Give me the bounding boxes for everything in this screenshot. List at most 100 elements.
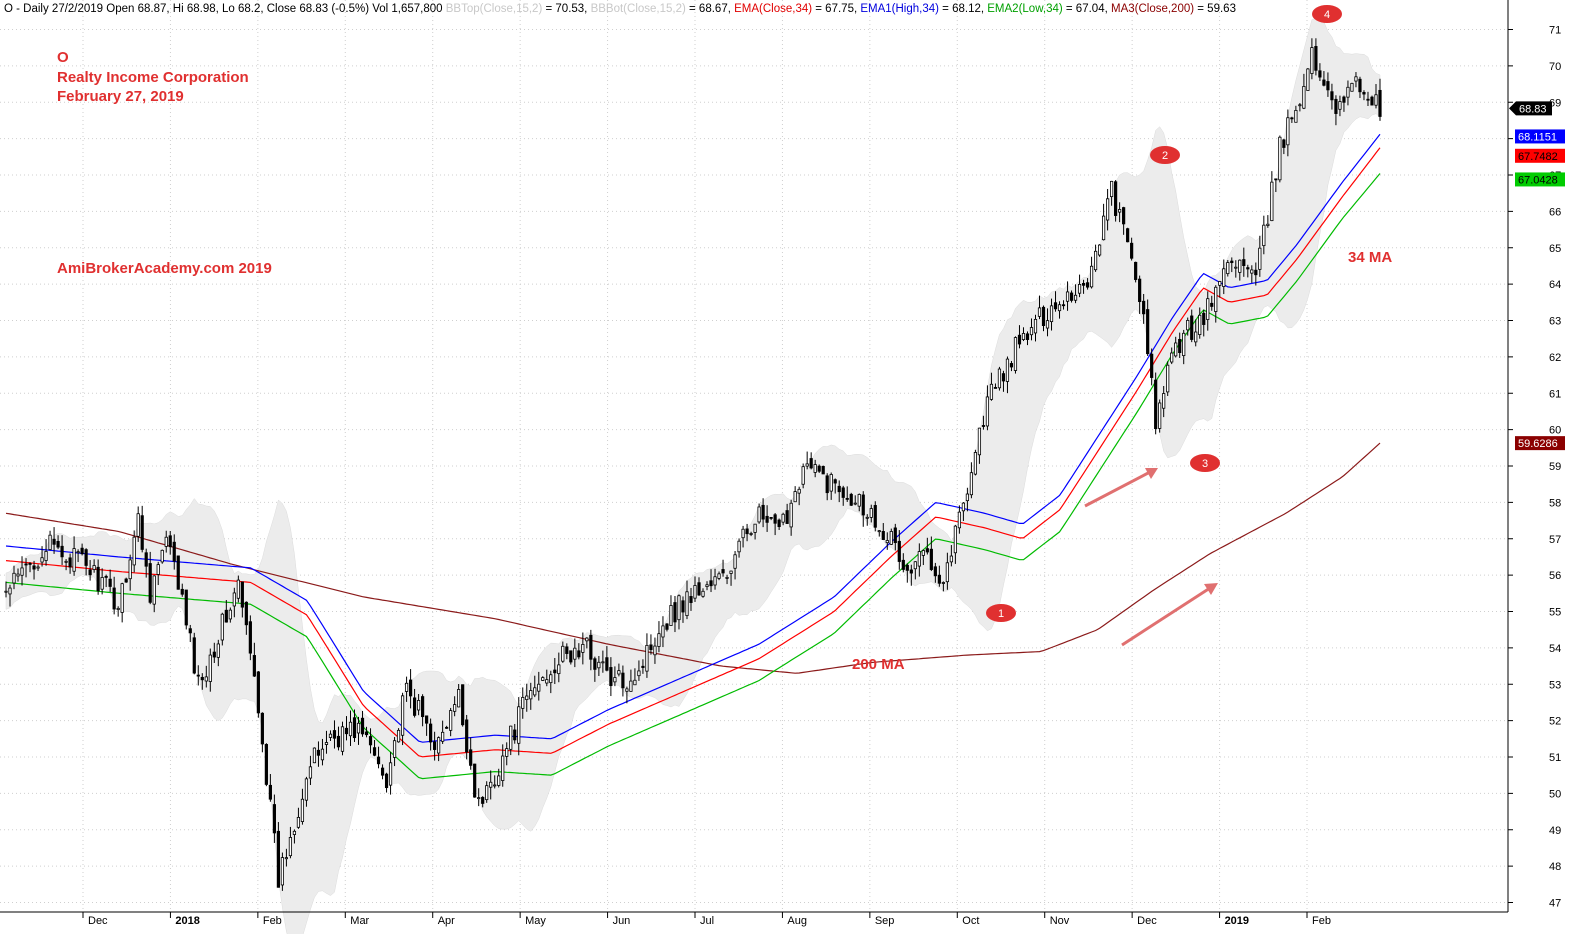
candle-body xyxy=(637,670,641,677)
candle-body xyxy=(809,458,813,469)
candle-body xyxy=(805,463,809,467)
candle-body xyxy=(388,762,393,786)
candle-body xyxy=(284,857,289,860)
candle-body xyxy=(1298,104,1302,107)
candle-body xyxy=(260,712,264,745)
candle-body xyxy=(429,723,433,743)
candle-body xyxy=(1013,337,1018,371)
candle-body xyxy=(661,625,665,638)
candle-body xyxy=(1158,402,1162,429)
candle-body xyxy=(953,525,957,554)
candle-body xyxy=(885,540,889,544)
x-tick-label: Jul xyxy=(700,915,714,927)
candle-body xyxy=(773,514,777,524)
candle-body xyxy=(276,830,280,888)
candle-body xyxy=(1318,70,1322,78)
candle-body xyxy=(897,540,901,562)
candle-body xyxy=(905,564,909,571)
y-tick-label: 52 xyxy=(1549,716,1561,728)
last-value-label: 59.6286 xyxy=(1515,436,1565,451)
candle-body xyxy=(1254,269,1258,276)
company-name: Realty Income Corporation xyxy=(57,69,249,86)
candle-body xyxy=(88,569,92,576)
candle-body xyxy=(1302,86,1306,109)
candle-body xyxy=(585,637,589,642)
candle-body xyxy=(24,563,28,566)
candle-body xyxy=(745,528,749,535)
candle-body xyxy=(368,736,373,746)
candle-body xyxy=(677,595,681,621)
candle-body xyxy=(244,601,248,626)
candle-body xyxy=(1110,180,1114,198)
y-tick-label: 55 xyxy=(1549,607,1561,619)
trend-arrow-upper xyxy=(1084,468,1158,508)
x-tick-label: 2018 xyxy=(175,915,199,927)
candle-body xyxy=(116,607,120,610)
y-tick-label: 54 xyxy=(1549,643,1561,655)
candle-body xyxy=(597,661,601,669)
candle-body xyxy=(437,737,441,754)
header-segment: = 68.67, xyxy=(686,3,734,15)
candle-body xyxy=(1322,79,1326,86)
candle-body xyxy=(380,767,385,776)
candle-body xyxy=(609,667,613,687)
candle-body xyxy=(421,696,425,718)
candle-body xyxy=(104,575,108,578)
candle-body xyxy=(1362,92,1366,95)
x-tick-label: Feb xyxy=(263,915,282,927)
candle-body xyxy=(1106,198,1110,221)
y-tick-label: 49 xyxy=(1549,825,1561,837)
candle-body xyxy=(965,493,969,502)
last-value-text: 68.83 xyxy=(1519,103,1547,115)
candle-body xyxy=(1366,98,1370,101)
candle-body xyxy=(1069,292,1074,301)
candle-body xyxy=(937,574,941,584)
candle-body xyxy=(1037,307,1042,317)
candle-body xyxy=(76,551,80,554)
y-tick-label: 69 xyxy=(1549,97,1561,109)
candle-body xyxy=(521,697,525,709)
candle-body xyxy=(513,729,517,741)
header-segment: EMA2(Low,34) xyxy=(987,3,1063,15)
candle-body xyxy=(693,585,697,599)
ma34-label: 34 MA xyxy=(1348,249,1392,266)
chart-header: O - Daily 27/2/2019 Open 68.87, Hi 68.98… xyxy=(4,3,1236,15)
candle-body xyxy=(517,706,521,744)
header-segment: BBTop(Close,15,2) xyxy=(446,3,543,15)
candle-body xyxy=(1314,46,1318,71)
candle-body xyxy=(741,528,745,539)
candle-body xyxy=(1001,373,1006,382)
candle-body xyxy=(1101,215,1106,241)
candle-body xyxy=(1061,304,1066,307)
x-tick-label: Aug xyxy=(787,915,807,927)
candle-body xyxy=(1033,318,1038,334)
chart-date: February 27, 2019 xyxy=(57,88,184,105)
candle-body xyxy=(316,749,321,756)
candle-body xyxy=(1262,224,1266,247)
candle-body xyxy=(465,719,469,753)
candle-body xyxy=(240,581,244,608)
candle-body xyxy=(372,747,377,756)
candle-body xyxy=(729,570,733,574)
candle-body xyxy=(797,488,801,494)
candle-body xyxy=(629,680,633,692)
candle-body xyxy=(1073,294,1078,301)
candle-body xyxy=(673,602,677,623)
candle-body xyxy=(304,778,309,801)
candle-body xyxy=(32,565,36,570)
candle-body xyxy=(617,670,621,675)
candle-body xyxy=(669,605,673,626)
candle-body xyxy=(577,650,581,658)
candle-body xyxy=(749,533,753,535)
candle-body xyxy=(256,671,260,714)
candle-body xyxy=(56,540,60,548)
candle-body xyxy=(1182,332,1186,357)
candle-body xyxy=(557,664,561,675)
candle-body xyxy=(601,661,605,664)
candle-body xyxy=(1130,242,1134,259)
header-segment: = 70.53, xyxy=(542,3,590,15)
candle-body xyxy=(8,587,12,595)
candle-body xyxy=(1326,81,1330,91)
candle-body xyxy=(312,747,317,764)
candle-body xyxy=(493,784,497,787)
